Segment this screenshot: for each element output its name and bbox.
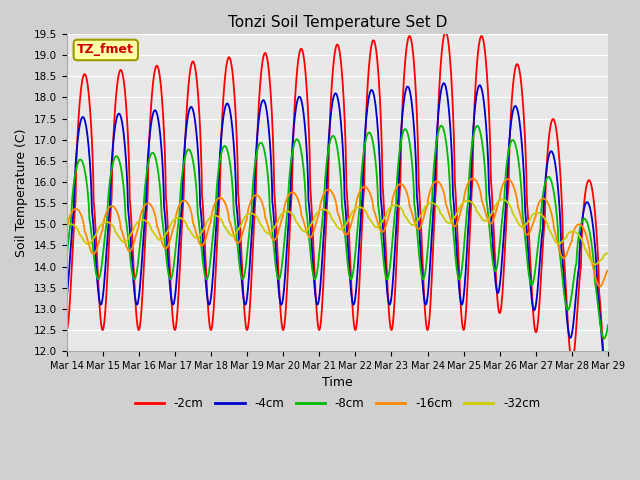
Y-axis label: Soil Temperature (C): Soil Temperature (C)	[15, 128, 28, 257]
X-axis label: Time: Time	[322, 376, 353, 389]
Legend: -2cm, -4cm, -8cm, -16cm, -32cm: -2cm, -4cm, -8cm, -16cm, -32cm	[130, 393, 545, 415]
Text: TZ_fmet: TZ_fmet	[77, 44, 134, 57]
Title: Tonzi Soil Temperature Set D: Tonzi Soil Temperature Set D	[228, 15, 447, 30]
